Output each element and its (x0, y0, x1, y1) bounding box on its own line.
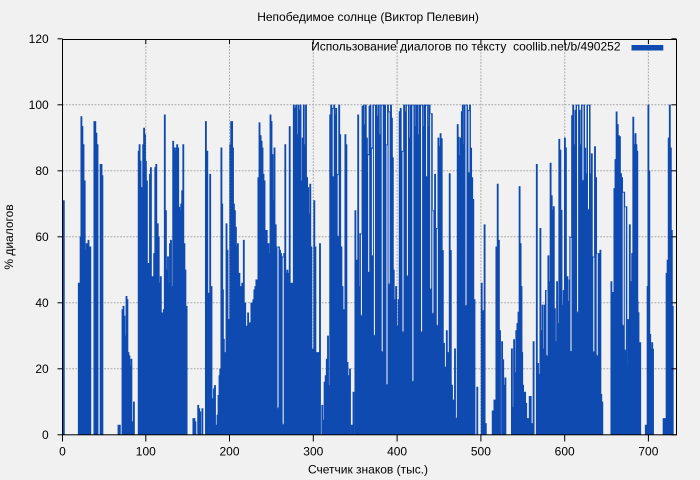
svg-text:80: 80 (35, 164, 49, 178)
svg-text:700: 700 (638, 445, 658, 459)
svg-text:600: 600 (555, 445, 575, 459)
svg-text:40: 40 (35, 296, 49, 310)
svg-text:Счетчик знаков (тыс.): Счетчик знаков (тыс.) (308, 463, 428, 477)
svg-text:200: 200 (219, 445, 239, 459)
svg-text:100: 100 (136, 445, 156, 459)
svg-text:0: 0 (59, 445, 66, 459)
svg-text:Непобедимое солнце (Виктор Пел: Непобедимое солнце (Виктор Пелевин) (257, 10, 479, 24)
svg-text:400: 400 (387, 445, 407, 459)
svg-text:0: 0 (42, 428, 49, 442)
svg-text:300: 300 (303, 445, 323, 459)
svg-text:120: 120 (29, 32, 49, 46)
svg-text:500: 500 (471, 445, 491, 459)
svg-text:Использование диалогов по текс: Использование диалогов по тексту coollib… (311, 39, 621, 53)
svg-text:60: 60 (35, 230, 49, 244)
svg-text:20: 20 (35, 362, 49, 376)
svg-text:% диалогов: % диалогов (2, 204, 16, 269)
svg-text:100: 100 (29, 98, 49, 112)
